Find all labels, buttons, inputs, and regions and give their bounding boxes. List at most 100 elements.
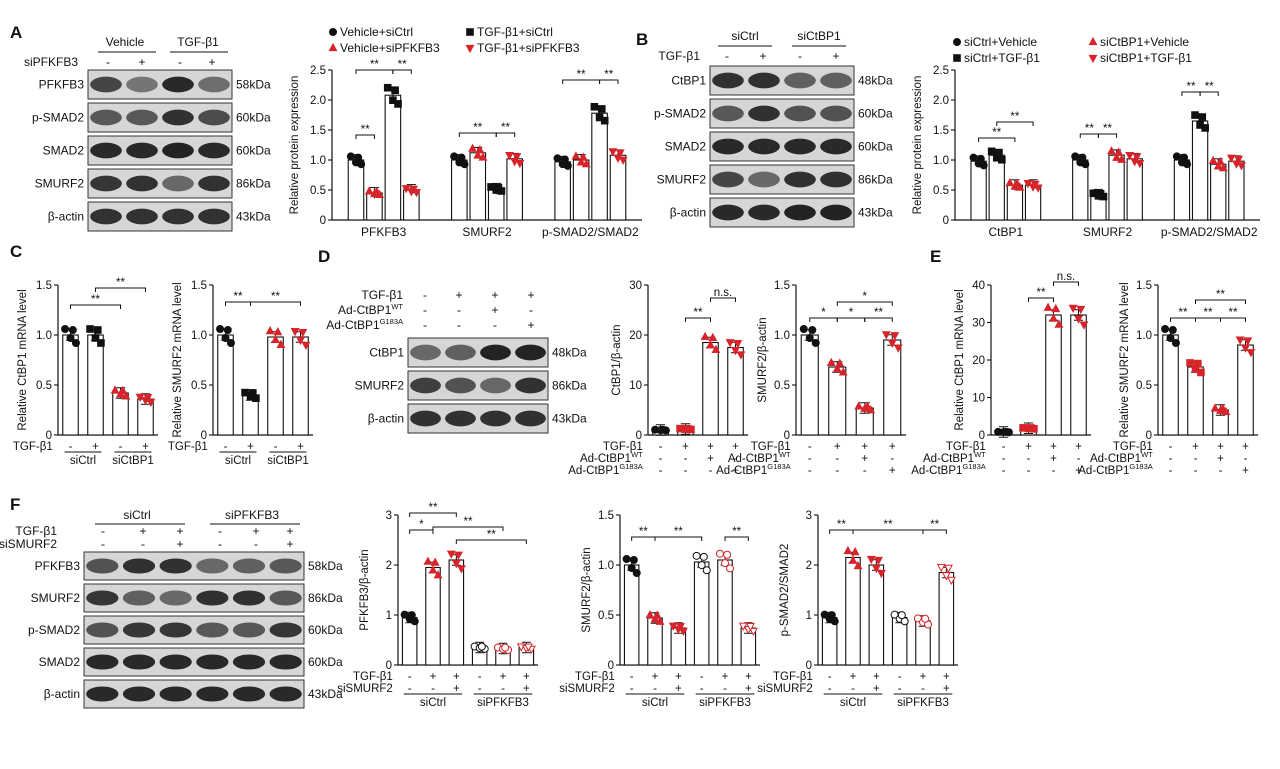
significance-label: ** bbox=[234, 291, 243, 303]
x-row-sign: - bbox=[1169, 465, 1173, 477]
bar bbox=[1108, 154, 1125, 221]
blot-band bbox=[162, 109, 194, 126]
y-tick-label: 2.0 bbox=[310, 95, 326, 107]
x-row-sign: + bbox=[745, 683, 752, 695]
significance-label: ** bbox=[1010, 111, 1019, 123]
data-point bbox=[505, 152, 514, 161]
data-point bbox=[121, 391, 131, 400]
x-row-sign: - bbox=[863, 465, 867, 477]
blot-sign: - bbox=[101, 524, 105, 538]
data-point bbox=[998, 155, 1006, 164]
data-point bbox=[372, 186, 382, 196]
blot-band bbox=[269, 654, 302, 670]
western-blot-D: CtBP1 48kDa SMURF2 86kDa β-actin 43kDa bbox=[355, 337, 587, 434]
y-tick-label: 1.5 bbox=[36, 280, 52, 292]
blot-protein-label: SMURF2 bbox=[355, 379, 405, 393]
blot-band bbox=[820, 171, 852, 188]
blot-protein-label: SMAD2 bbox=[665, 140, 707, 154]
data-point bbox=[725, 339, 735, 348]
group-label: siCtrl bbox=[225, 455, 251, 467]
data-point bbox=[1197, 368, 1205, 377]
data-point bbox=[1051, 303, 1061, 313]
significance-label: ** bbox=[361, 124, 370, 136]
data-point bbox=[271, 334, 280, 344]
bar bbox=[347, 159, 365, 221]
x-row-sign: - bbox=[1027, 465, 1031, 477]
data-point bbox=[597, 105, 606, 113]
blot-group-label: siCtrl bbox=[731, 29, 758, 43]
significance-bracket bbox=[685, 317, 711, 322]
blot-row-header: TGF-β1 bbox=[361, 288, 403, 302]
blot-band bbox=[196, 590, 229, 606]
data-point bbox=[1246, 349, 1256, 358]
y-tick-label: 1.0 bbox=[774, 330, 790, 342]
y-tick-label: 0 bbox=[943, 215, 949, 227]
y-tick-label: 2 bbox=[386, 560, 392, 572]
x-row-sign: + bbox=[1242, 465, 1249, 477]
bar bbox=[572, 159, 590, 221]
blot-band bbox=[784, 72, 816, 89]
blot-protein-label: β-actin bbox=[368, 412, 404, 426]
x-row-sign: - bbox=[408, 683, 412, 695]
y-tick-label: 0 bbox=[201, 430, 207, 442]
data-point bbox=[622, 555, 631, 563]
blot-sign: + bbox=[286, 524, 293, 538]
significance-bracket bbox=[495, 132, 516, 137]
x-row-sign: - bbox=[921, 683, 925, 695]
data-point bbox=[921, 614, 930, 623]
data-point bbox=[684, 424, 692, 433]
y-tick-label: 1.0 bbox=[191, 330, 207, 342]
significance-label: ** bbox=[639, 526, 648, 538]
significance-label: ** bbox=[1205, 81, 1214, 93]
blot-band bbox=[269, 558, 302, 574]
blot-sign: - bbox=[457, 318, 461, 332]
significance-bracket bbox=[1053, 281, 1079, 286]
y-tick-label: 0 bbox=[608, 660, 614, 672]
x-row-sign: - bbox=[808, 441, 812, 453]
category-label: CtBP1 bbox=[988, 225, 1023, 239]
x-row-sign: + bbox=[523, 671, 530, 683]
significance-bracket bbox=[978, 137, 1016, 142]
data-point bbox=[979, 161, 988, 170]
significance-label: * bbox=[849, 307, 854, 319]
x-row-sign: - bbox=[828, 671, 832, 683]
y-tick-label: 1.0 bbox=[36, 330, 52, 342]
blot-protein-label: p-SMAD2 bbox=[28, 623, 80, 637]
blot-sign: + bbox=[138, 55, 145, 69]
y-axis-label: Relative protein expression bbox=[289, 76, 301, 215]
blot-band bbox=[159, 654, 192, 670]
x-row-sign: + bbox=[92, 441, 99, 453]
x-row-sign: + bbox=[861, 441, 868, 453]
x-row-label: Ad-CtBP1WT bbox=[923, 450, 986, 465]
blot-sign: - bbox=[141, 537, 145, 551]
blot-protein-label: SMAD2 bbox=[43, 144, 85, 158]
group-label: siPFKFB3 bbox=[477, 697, 529, 709]
blot-kda-label: 60kDa bbox=[236, 144, 271, 158]
x-row-sign: + bbox=[707, 453, 714, 465]
data-point bbox=[615, 149, 625, 158]
data-point bbox=[1180, 153, 1189, 162]
data-point bbox=[354, 153, 363, 162]
bar bbox=[988, 154, 1005, 221]
x-row-sign: - bbox=[1219, 465, 1223, 477]
legend-entry: siCtBP1+Vehicle bbox=[1100, 35, 1189, 49]
data-point bbox=[1237, 162, 1246, 171]
data-point bbox=[862, 401, 872, 410]
data-point bbox=[600, 116, 609, 125]
x-row-label: TGF-β1 bbox=[575, 671, 615, 683]
data-point bbox=[1166, 334, 1175, 342]
blot-kda-label: 86kDa bbox=[308, 591, 343, 605]
data-point bbox=[1081, 160, 1090, 169]
blot-sign: - bbox=[218, 537, 222, 551]
blot-protein-label: SMURF2 bbox=[35, 177, 85, 191]
blot-band bbox=[122, 686, 156, 702]
group-label: siCtBP1 bbox=[267, 455, 309, 467]
data-point bbox=[1191, 111, 1199, 119]
data-point bbox=[627, 564, 636, 572]
y-tick-label: 0.5 bbox=[598, 610, 614, 622]
group-label: siCtBP1 bbox=[112, 455, 154, 467]
data-point bbox=[838, 367, 848, 376]
x-row-sign: - bbox=[69, 441, 73, 453]
y-axis-label: Relative SMURF2 mRNA level bbox=[1119, 282, 1131, 437]
